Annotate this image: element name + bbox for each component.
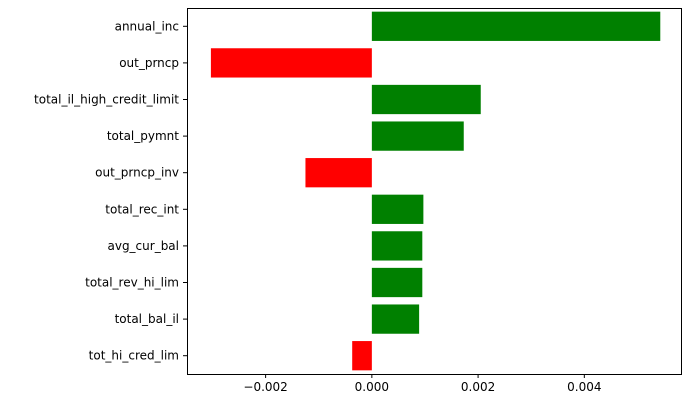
- y-tick-label: avg_cur_bal: [107, 239, 179, 253]
- y-axis: annual_inc out_prncp total_il_high_credit_…: [34, 19, 187, 363]
- bar-total_bal_il: [371, 304, 420, 334]
- y-tick-label: out_prncp: [119, 56, 179, 70]
- y-tick-label: annual_inc: [115, 19, 179, 33]
- bar-out_prncp_inv: [305, 158, 372, 188]
- y-tick-label: total_rev_hi_lim: [85, 276, 179, 290]
- y-tick-label: total_bal_il: [115, 312, 179, 326]
- bar-avg_cur_bal: [371, 231, 423, 261]
- y-tick-label: total_pymnt: [107, 129, 179, 143]
- x-axis: −0.002 0.000 0.002 0.004: [243, 374, 602, 394]
- bars-layer: [210, 11, 661, 371]
- x-tick-label: 0.000: [355, 380, 389, 394]
- bar-total_il_high_credit_limit: [371, 84, 481, 115]
- bar-tot_hi_cred_lim: [352, 341, 372, 371]
- bar-total_rev_hi_lim: [371, 267, 423, 298]
- x-tick-label: 0.004: [567, 380, 601, 394]
- plot-frame: [187, 8, 682, 375]
- bar-total_pymnt: [371, 121, 464, 151]
- x-tick-label: −0.002: [243, 380, 287, 394]
- x-tick-label: 0.002: [461, 380, 495, 394]
- y-tick-label: total_rec_int: [105, 202, 179, 216]
- y-tick-label: out_prncp_inv: [95, 166, 179, 180]
- bar-out_prncp: [210, 48, 372, 78]
- bar-total_rec_int: [371, 194, 424, 224]
- y-tick-label: tot_hi_cred_lim: [89, 349, 179, 363]
- bar-annual_inc: [371, 11, 661, 41]
- y-tick-label: total_il_high_credit_limit: [34, 93, 179, 107]
